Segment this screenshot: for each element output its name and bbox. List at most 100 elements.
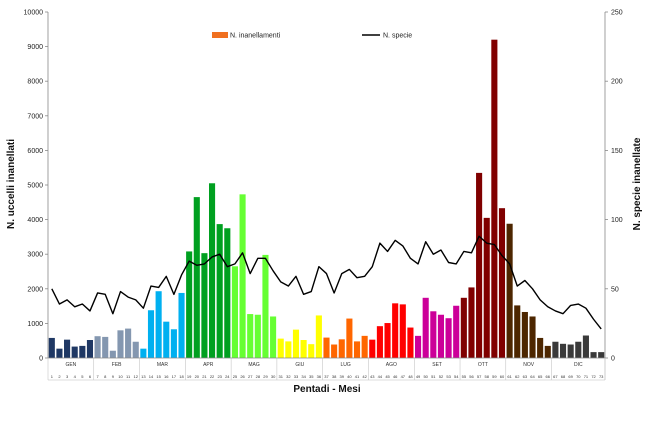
category-tick-label: 60 [500,374,505,379]
bar [369,339,376,358]
category-tick-label: 65 [538,374,543,379]
bar [64,339,71,358]
category-tick-label: 17 [172,374,177,379]
category-tick-label: 42 [362,374,367,379]
bar [346,318,353,358]
category-tick-label: 53 [446,374,451,379]
left-axis: 0 1000 2000 3000 4000 5000 6000 7000 8000 9000 100… [24,10,49,363]
category-tick-label: 25 [233,374,238,379]
bar [338,339,345,358]
category-tick-label: 6 [89,374,92,379]
category-tick-label: 15 [156,374,161,379]
bar [224,228,231,358]
y2-axis-title: N. specie inanellate [632,137,643,230]
bar [186,251,193,358]
bar [170,329,177,358]
bar [445,318,452,358]
category-tick-label: 59 [492,374,497,379]
left-tick-label: 9000 [27,44,43,51]
bar [415,335,422,358]
left-tick-label: 6000 [27,148,43,155]
category-tick-label: 7 [96,374,99,379]
bar [201,253,208,358]
bar [178,292,185,358]
bar [590,352,597,358]
bar [300,340,307,358]
category-tick-label: 22 [210,374,215,379]
month-label: DIC [574,362,583,368]
bar [506,223,513,358]
bar [239,194,246,358]
bar [285,341,292,358]
bar [308,344,315,358]
bar [209,183,216,358]
legend-swatch-bars [212,32,228,38]
line-series [51,235,602,330]
right-axis: 0 50 100 150 200 250 [604,10,623,363]
category-tick-label: 3 [66,374,69,379]
bar [430,311,437,358]
category-tick-label: 33 [294,374,299,379]
bar [384,323,391,358]
right-tick-label: 50 [611,286,619,293]
month-label: SET [432,362,442,368]
bar [125,328,132,358]
category-tick-label: 21 [202,374,207,379]
bar [476,172,483,358]
bar [140,348,147,358]
left-tick-label: 1000 [27,321,43,328]
month-label: AGO [386,362,397,368]
bar-series [48,39,605,359]
month-label: GEN [65,362,76,368]
category-tick-label: 49 [416,374,421,379]
bar [407,327,414,358]
right-tick-label: 200 [611,79,623,86]
bar [117,330,124,358]
category-tick-label: 36 [317,374,322,379]
bar [552,341,559,358]
legend: N. inanellamenti N. specie [212,32,412,40]
y-axis-title: N. uccelli inanellati [6,139,17,229]
category-tick-label: 64 [530,374,535,379]
bar [575,341,582,358]
bar [468,287,475,358]
x-axis: 1 2 3 4 5 6 7 8 9 10 11 12 13 14 15 16 17 18 19 20 21 22 23 24 2… [47,357,606,381]
category-tick-label: 12 [134,374,139,379]
category-tick-label: 24 [225,374,230,379]
bar [147,310,155,358]
category-tick-label: 32 [286,374,291,379]
category-tick-label: 30 [271,374,276,379]
bar [376,326,383,358]
bar [254,314,261,358]
right-tick-label: 0 [611,356,615,363]
bar [399,304,406,358]
category-tick-label: 46 [393,374,398,379]
bar [529,316,536,358]
category-tick-label: 27 [248,374,253,379]
species-line [51,235,602,330]
left-tick-label: 2000 [27,286,43,293]
bar [422,297,429,358]
bar [453,305,460,358]
category-tick-label: 55 [462,374,467,379]
bar [483,217,490,358]
category-tick-label: 34 [301,374,306,379]
category-tick-label: 13 [141,374,146,379]
bar [598,352,605,358]
category-tick-label: 5 [81,374,84,379]
category-tick-label: 16 [164,374,169,379]
category-tick-label: 54 [454,374,459,379]
category-tick-label: 23 [217,374,222,379]
category-tick-label: 70 [576,374,581,379]
category-tick-label: 63 [523,374,528,379]
category-tick-label: 58 [485,374,490,379]
bar [48,337,55,358]
category-tick-label: 67 [553,374,558,379]
bar [567,344,574,358]
bar [544,345,551,358]
month-label: APR [203,362,214,368]
category-tick-label: 71 [584,374,589,379]
left-tick-label: 10000 [24,10,44,17]
month-label: OTT [478,362,488,368]
